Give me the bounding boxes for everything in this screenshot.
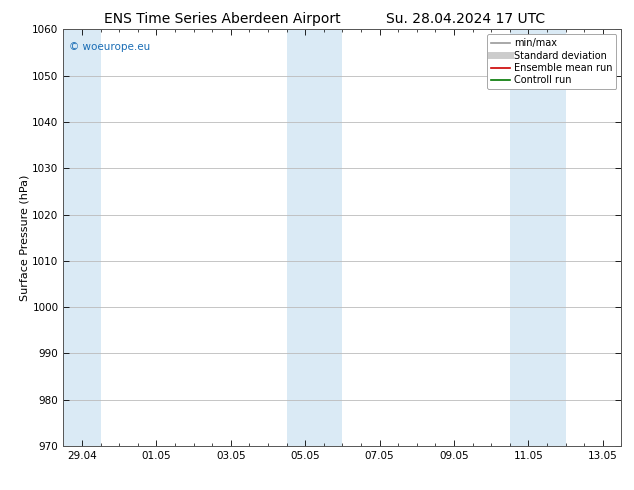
Text: © woeurope.eu: © woeurope.eu: [69, 42, 150, 52]
Y-axis label: Surface Pressure (hPa): Surface Pressure (hPa): [20, 174, 30, 301]
Bar: [63, 29, 101, 446]
Text: ENS Time Series Aberdeen Airport: ENS Time Series Aberdeen Airport: [103, 12, 340, 26]
Bar: [287, 29, 342, 446]
Text: Su. 28.04.2024 17 UTC: Su. 28.04.2024 17 UTC: [387, 12, 545, 26]
Bar: [510, 29, 566, 446]
Legend: min/max, Standard deviation, Ensemble mean run, Controll run: min/max, Standard deviation, Ensemble me…: [487, 34, 616, 89]
